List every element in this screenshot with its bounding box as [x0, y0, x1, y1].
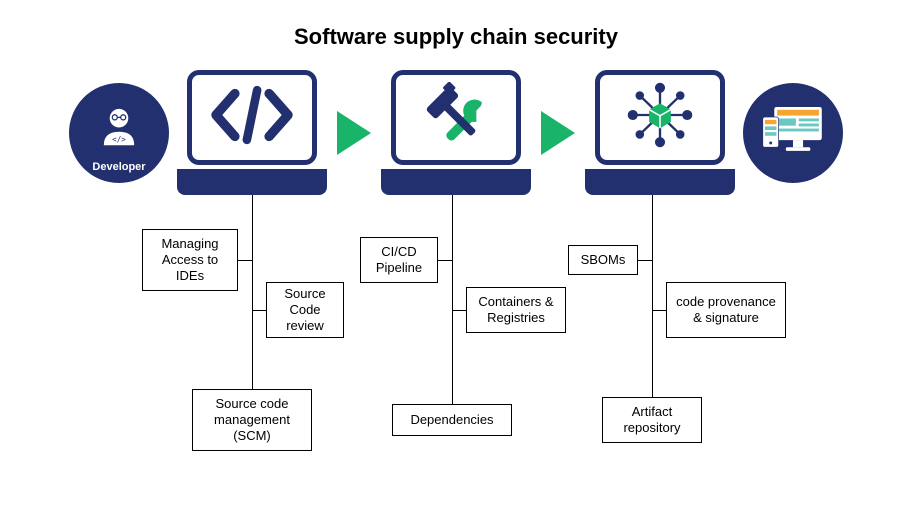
stage-code-screen — [187, 70, 317, 165]
connector-vline — [252, 195, 253, 389]
stage-artifact-screen — [595, 70, 725, 165]
connector-layer: Managing Access to IDEs Source Code revie… — [0, 195, 912, 513]
svg-text:</>: </> — [112, 135, 126, 144]
stage-artifact-base — [585, 169, 735, 195]
developer-icon: </> — [92, 103, 146, 162]
code-brackets-icon — [209, 85, 295, 150]
connector-hline — [452, 310, 466, 311]
branch-box: Containers & Registries — [466, 287, 566, 333]
stage-row: </> Developer — [0, 70, 912, 195]
connector-vline — [652, 195, 653, 397]
branch-box: Dependencies — [392, 404, 512, 436]
branch-box: Source code management (SCM) — [192, 389, 312, 451]
branch-box: Source Code review — [266, 282, 344, 338]
branch-box: CI/CD Pipeline — [360, 237, 438, 283]
stage-code-laptop — [177, 70, 327, 195]
stage-build-base — [381, 169, 531, 195]
branch-box: SBOMs — [568, 245, 638, 275]
connector-hline — [252, 310, 266, 311]
connector-hline — [238, 260, 252, 261]
stage-build-screen — [391, 70, 521, 165]
arrow-icon — [337, 111, 371, 155]
branch-box: Managing Access to IDEs — [142, 229, 238, 291]
stage-artifact-laptop — [585, 70, 735, 195]
devices-icon — [757, 100, 829, 165]
connector-vline — [452, 195, 453, 404]
hammer-wrench-icon — [416, 82, 496, 153]
connector-hline — [438, 260, 452, 261]
stage-code-base — [177, 169, 327, 195]
arrow-icon — [541, 111, 575, 155]
package-network-icon — [620, 80, 700, 155]
branch-box: Artifact repository — [602, 397, 702, 443]
developer-circle: </> Developer — [69, 83, 169, 183]
connector-hline — [638, 260, 652, 261]
page-title: Software supply chain security — [0, 24, 912, 50]
branch-box: code provenance & signature — [666, 282, 786, 338]
stage-build-laptop — [381, 70, 531, 195]
developer-label: Developer — [92, 161, 145, 173]
devices-circle — [743, 83, 843, 183]
connector-hline — [652, 310, 666, 311]
